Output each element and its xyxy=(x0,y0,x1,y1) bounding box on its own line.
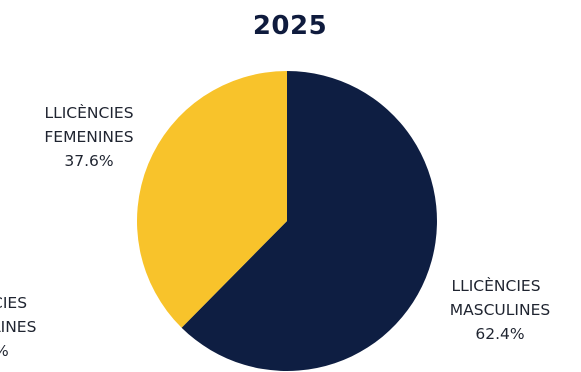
slice-label-femenines-line2: FEMENINES xyxy=(44,128,133,146)
slice-label-masculines-line2: MASCULINES xyxy=(450,301,550,319)
pie-slice-llicencies-femenines xyxy=(136,71,287,328)
partial-label-line1: CIES xyxy=(0,294,27,312)
slice-label-masculines-line1: LLICÈNCIES xyxy=(451,276,540,295)
slice-value-femenines: 37.6% xyxy=(64,152,113,170)
pie-slice-llicencies-masculines xyxy=(181,71,437,371)
partial-label-line3: % xyxy=(0,342,9,360)
partial-label-line2: LINES xyxy=(0,318,36,336)
chart-title: 2025 xyxy=(253,11,327,41)
slice-value-masculines: 62.4% xyxy=(475,325,524,343)
slice-label-femenines-line1: LLICÈNCIES xyxy=(44,103,133,122)
